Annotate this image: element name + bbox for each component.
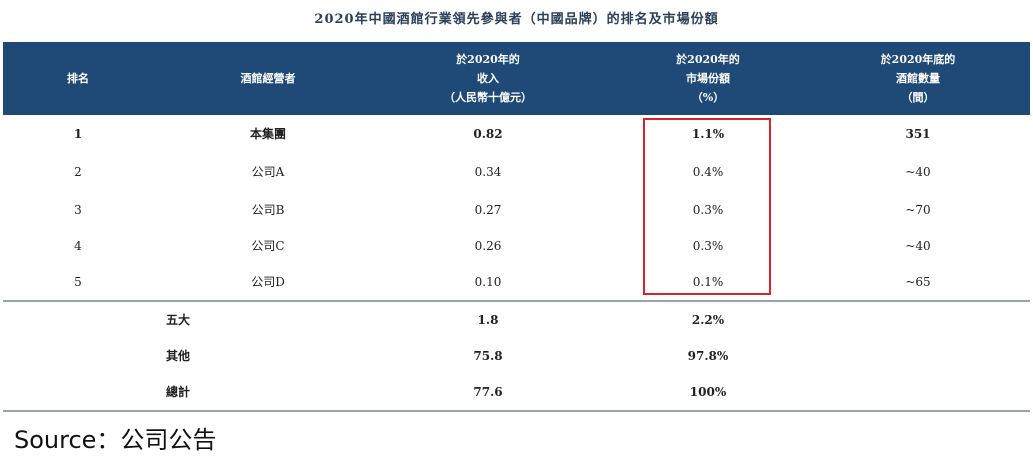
summary-market-share: 100% — [689, 385, 727, 399]
cell-market-share: 1.1% — [691, 127, 725, 141]
cell-rank: 2 — [74, 165, 82, 179]
summary-revenue: 77.6 — [473, 385, 503, 399]
table-header: 排名 酒館經營者 於2020年的 收入 （人民幣十億元） 於2020年的 市場份… — [3, 42, 1030, 115]
header-revenue: 於2020年的 收入 （人民幣十億元） — [444, 53, 532, 104]
cell-revenue: 0.27 — [474, 203, 502, 217]
market-share-highlight-box — [643, 118, 771, 295]
cell-operator: 本集團 — [249, 127, 286, 141]
cell-bar-count: ~40 — [905, 165, 931, 179]
cell-market-share: 0.3% — [692, 239, 724, 253]
summary-market-share: 2.2% — [691, 313, 725, 327]
header-bar-count: 於2020年底的 酒館數量 （間） — [880, 53, 956, 104]
table-row: 2 公司A 0.34 0.4% ~40 — [3, 154, 1030, 190]
cell-bar-count: 351 — [905, 127, 931, 141]
summary-revenue: 1.8 — [477, 313, 499, 327]
summary-row: 五大 1.8 2.2% — [3, 302, 1030, 338]
table-row: 1 本集團 0.82 1.1% 351 — [3, 116, 1030, 152]
cell-bar-count: ~70 — [905, 203, 931, 217]
header-rank: 排名 — [67, 72, 89, 85]
cell-bar-count: ~65 — [905, 275, 931, 289]
summary-label: 其他 — [165, 349, 190, 363]
cell-rank: 1 — [73, 127, 83, 141]
cell-operator: 公司A — [251, 165, 285, 179]
bottom-rule — [3, 410, 1030, 412]
summary-market-share: 97.8% — [687, 349, 729, 363]
cell-revenue: 0.82 — [473, 127, 503, 141]
cell-bar-count: ~40 — [905, 239, 931, 253]
cell-market-share: 0.1% — [692, 275, 724, 289]
cell-market-share: 0.3% — [692, 203, 724, 217]
cell-revenue: 0.34 — [474, 165, 502, 179]
table-title: 2020年中國酒館行業領先參與者（中國品牌）的排名及市場份額 — [314, 12, 719, 27]
header-market-share: 於2020年的 市場份額 （%） — [676, 53, 740, 104]
cell-revenue: 0.26 — [474, 239, 502, 253]
header-operator: 酒館經營者 — [240, 72, 296, 85]
summary-label: 五大 — [165, 313, 190, 327]
cell-operator: 公司B — [251, 203, 285, 217]
cell-revenue: 0.10 — [474, 275, 502, 289]
cell-market-share: 0.4% — [692, 165, 724, 179]
cell-operator: 公司C — [251, 239, 285, 253]
cell-rank: 3 — [74, 203, 82, 217]
summary-row: 總計 77.6 100% — [3, 374, 1030, 410]
summary-revenue: 75.8 — [473, 349, 503, 363]
table-row: 3 公司B 0.27 0.3% ~70 — [3, 192, 1030, 228]
source-note: Source：公司公告 — [14, 426, 217, 454]
divider — [3, 300, 1030, 302]
summary-label: 總計 — [165, 385, 190, 399]
cell-rank: 5 — [74, 275, 82, 289]
cell-operator: 公司D — [251, 275, 285, 289]
table-row: 5 公司D 0.10 0.1% ~65 — [3, 264, 1030, 300]
table-row: 4 公司C 0.26 0.3% ~40 — [3, 228, 1030, 264]
cell-rank: 4 — [74, 239, 82, 253]
summary-row: 其他 75.8 97.8% — [3, 338, 1030, 374]
